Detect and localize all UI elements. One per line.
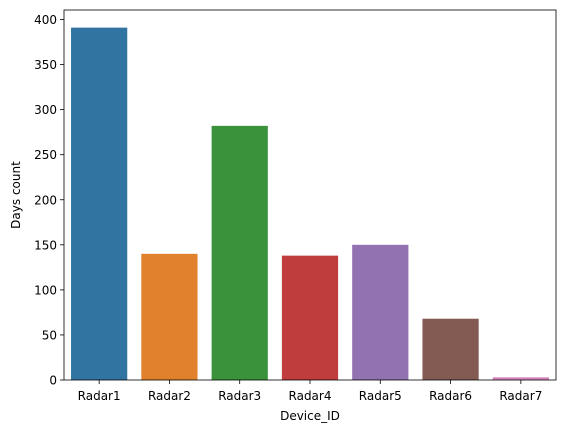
bar-radar3 <box>211 125 268 381</box>
x-tick-label: Radar1 <box>78 389 121 403</box>
y-tick-label: 0 <box>49 374 57 388</box>
y-tick-label: 50 <box>42 328 57 342</box>
x-tick-label: Radar3 <box>218 389 261 403</box>
x-tick-label: Radar6 <box>429 389 472 403</box>
bar-radar2 <box>141 253 198 380</box>
x-tick-label: Radar4 <box>289 389 332 403</box>
x-axis-ticks: Radar1 Radar2 Radar3 Radar4 Radar5 Radar6 Rada… <box>78 380 542 403</box>
x-tick-label: Radar7 <box>499 389 542 403</box>
plot-frame <box>63 9 557 381</box>
y-tick-label: 150 <box>34 238 57 252</box>
x-tick-label: Radar2 <box>148 389 191 403</box>
x-axis-label: Device_ID <box>280 409 340 423</box>
bar-radar1 <box>71 27 128 380</box>
y-axis-label: Days count <box>9 161 23 229</box>
y-tick-label: 250 <box>34 148 57 162</box>
y-axis-ticks: 0 50 100 150 200 250 300 350 400 <box>34 13 64 388</box>
y-tick-label: 200 <box>34 193 57 207</box>
bars-group <box>71 27 549 381</box>
y-tick-label: 300 <box>34 103 57 117</box>
y-tick-label: 400 <box>34 13 57 27</box>
bar-radar4 <box>281 255 339 380</box>
y-tick-label: 100 <box>34 283 57 297</box>
bar-radar6 <box>422 318 479 380</box>
y-tick-label: 350 <box>34 58 57 72</box>
x-tick-label: Radar5 <box>359 389 402 403</box>
bar-radar7 <box>492 377 549 380</box>
bar-radar5 <box>352 244 409 380</box>
